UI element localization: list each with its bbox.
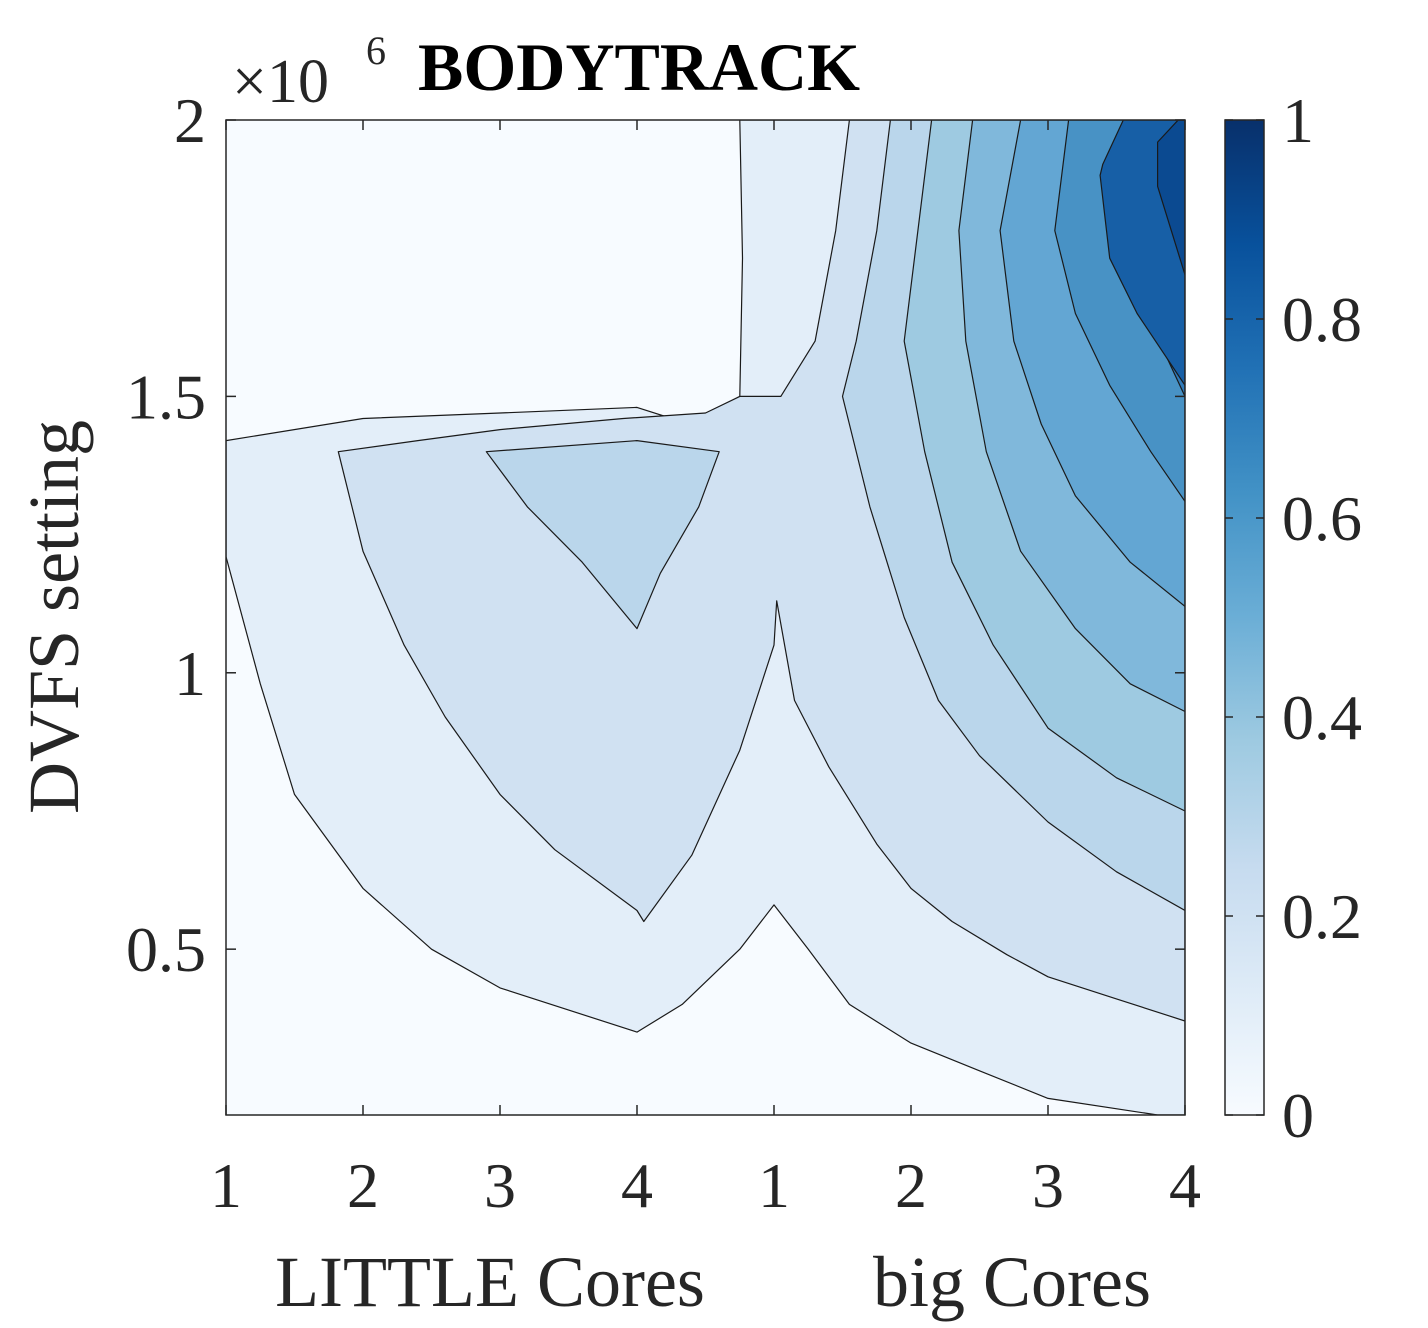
y-tick-label: 1.5 — [126, 361, 206, 432]
x-axis-label-little: LITTLE Cores — [275, 1242, 705, 1322]
x-tick-label: 2 — [895, 1150, 927, 1221]
y-exponent-power: 6 — [366, 28, 386, 73]
x-tick-label: 4 — [621, 1150, 653, 1221]
x-tick-label: 4 — [1169, 1150, 1201, 1221]
colorbar-tick-label: 1 — [1282, 85, 1314, 156]
colorbar: 0 0.2 0.4 0.6 0.8 1 — [1224, 85, 1362, 1151]
x-tick-label: 3 — [484, 1150, 516, 1221]
x-tick-label: 1 — [758, 1150, 790, 1221]
colorbar-tick-label: 0.8 — [1282, 284, 1362, 355]
x-tick-label: 1 — [210, 1150, 242, 1221]
contour-region-12 — [1156, 120, 1185, 276]
colorbar-tick-label: 0 — [1282, 1080, 1314, 1151]
x-tick-label: 2 — [347, 1150, 379, 1221]
colorbar-tick-label: 0.4 — [1282, 682, 1362, 753]
colorbar-tick-label: 0.2 — [1282, 881, 1362, 952]
contour-region-3 — [485, 440, 720, 630]
x-axis-label-big: big Cores — [873, 1242, 1151, 1322]
x-tick-label: 3 — [1032, 1150, 1064, 1221]
colorbar-tick-label: 0.6 — [1282, 483, 1362, 554]
plot-area: 1 2 3 4 1 2 3 4 0.5 1 1.5 2 — [126, 85, 1201, 1221]
y-axis-label: DVFS setting — [14, 420, 94, 814]
colorbar-gradient — [1224, 119, 1265, 1116]
y-tick-label: 2 — [174, 85, 206, 156]
y-tick-label: 1 — [174, 638, 206, 709]
plot-frame — [225, 119, 1186, 1116]
y-exponent-base: ×10 — [232, 48, 329, 116]
chart-title: BODYTRACK — [418, 29, 860, 105]
y-tick-label: 0.5 — [126, 914, 206, 985]
